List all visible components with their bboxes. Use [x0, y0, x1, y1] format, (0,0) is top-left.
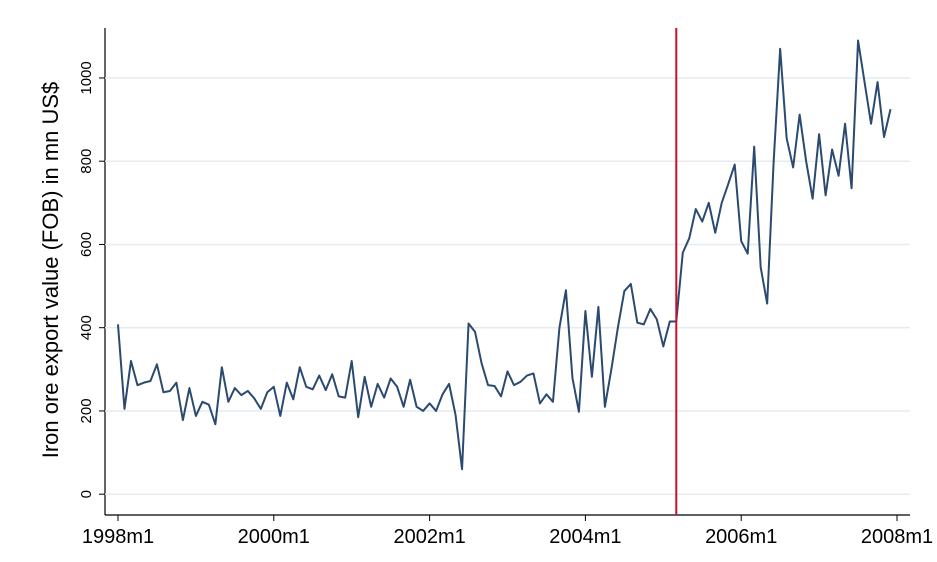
- x-tick-label: 2000m1: [238, 526, 310, 548]
- y-tick-label: 200: [78, 398, 95, 423]
- y-tick-label: 600: [78, 232, 95, 257]
- x-tick-label: 2004m1: [549, 526, 621, 548]
- x-tick-label: 1998m1: [82, 526, 154, 548]
- y-tick-label: 800: [78, 149, 95, 174]
- data-line: [116, 39, 892, 471]
- y-tick-label: 400: [78, 315, 95, 340]
- y-tick-label: 1000: [78, 61, 95, 94]
- x-tick-label: 2002m1: [393, 526, 465, 548]
- y-axis-label: Iron ore export value (FOB) in mn US$: [38, 82, 63, 459]
- x-tick-label: 2008m1: [861, 526, 933, 548]
- y-tick-label: 0: [78, 490, 95, 498]
- x-tick-label: 2006m1: [705, 526, 777, 548]
